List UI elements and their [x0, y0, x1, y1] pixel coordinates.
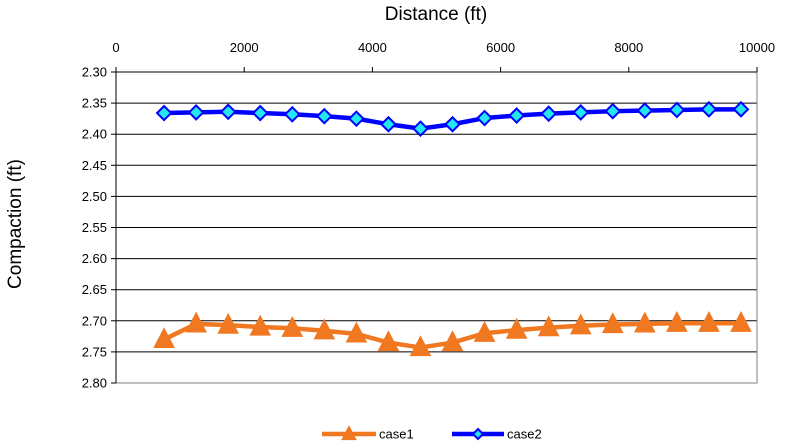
- case1-point: [185, 311, 207, 333]
- series-case1: [153, 311, 752, 357]
- legend-label: case1: [379, 427, 414, 442]
- case1-point: [505, 317, 528, 339]
- axes: 2.30 2.35 2.40 2.45 2.50 2.55 2.60 2.65 2.70 2.75…: [82, 40, 775, 391]
- case2-point: [540, 105, 558, 123]
- case1-point: [281, 316, 304, 337]
- y-tick-label: 2.35: [82, 96, 107, 111]
- case2-point: [412, 120, 429, 138]
- case1-point: [441, 330, 464, 352]
- case2-point: [251, 104, 269, 122]
- y-tick-label: 2.75: [82, 344, 107, 359]
- x-tick-label: 2000: [230, 40, 259, 55]
- case1-point: [313, 318, 336, 340]
- series-case2: [155, 100, 750, 138]
- case2-point: [476, 109, 493, 127]
- case1-point: [730, 311, 752, 332]
- y-axis-title: Compaction (ft): [5, 159, 26, 289]
- y-tick-label: 2.55: [82, 220, 107, 235]
- series-layer: [153, 100, 752, 357]
- case1-point: [377, 330, 400, 352]
- legend-item-case1: case1: [322, 425, 414, 442]
- case2-point: [155, 104, 173, 122]
- case2-point: [572, 104, 590, 121]
- legend: case1 case2: [322, 425, 542, 442]
- x-axis-title: Distance (ft): [385, 4, 487, 25]
- case1-point: [634, 311, 656, 333]
- y-tick-label: 2.70: [82, 313, 107, 328]
- y-tick-label: 2.60: [82, 251, 107, 266]
- gridlines: [116, 102, 757, 353]
- x-tick-label: 10000: [739, 40, 775, 55]
- x-tick-label: 8000: [614, 40, 643, 55]
- case2-point: [700, 100, 718, 118]
- x-tick-label: 6000: [486, 40, 515, 55]
- case1-point: [217, 312, 239, 334]
- case2-point: [444, 115, 461, 133]
- case2-point: [315, 107, 333, 125]
- y-tick-label: 2.45: [82, 158, 107, 173]
- case2-point: [380, 115, 397, 133]
- y-tick-label: 2.65: [82, 282, 107, 297]
- case2-point: [604, 102, 622, 120]
- case1-point: [345, 321, 368, 343]
- case1-point: [249, 314, 272, 336]
- y-tick-label: 2.30: [82, 65, 107, 80]
- x-tick-label: 0: [112, 40, 119, 55]
- case1-point: [698, 311, 720, 332]
- legend-marker: [341, 425, 357, 441]
- case1-point: [153, 327, 175, 349]
- y-tick-label: 2.40: [82, 127, 107, 142]
- case1-point: [601, 312, 624, 334]
- y-tick-label: 2.50: [82, 189, 107, 204]
- case2-point: [219, 103, 237, 121]
- case2-point: [636, 102, 654, 119]
- case2-point: [347, 110, 365, 128]
- case1-point: [569, 313, 592, 335]
- legend-item-case2: case2: [452, 427, 542, 442]
- x-tick-label: 4000: [358, 40, 387, 55]
- case2-point: [283, 105, 301, 123]
- case1-point: [537, 315, 560, 337]
- case1-point: [473, 320, 496, 342]
- y-tick-label: 2.80: [82, 376, 107, 391]
- case1-point: [666, 311, 688, 332]
- case2-point: [732, 100, 750, 118]
- legend-marker: [471, 427, 485, 441]
- case2-point: [187, 104, 205, 121]
- case1-point: [409, 335, 432, 357]
- case2-point: [668, 101, 686, 119]
- case2-point: [508, 107, 526, 124]
- legend-label: case2: [507, 427, 542, 442]
